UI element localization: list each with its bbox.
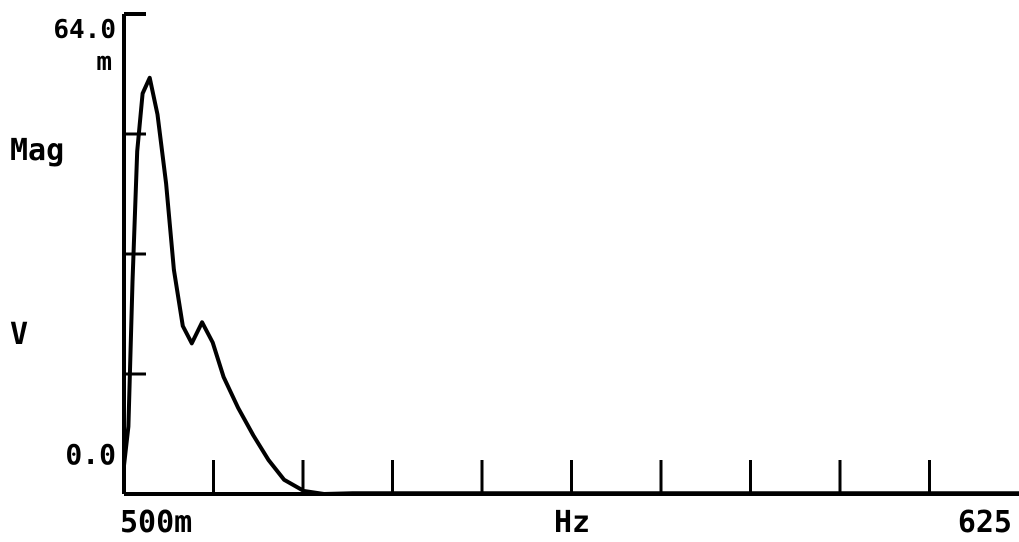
- axes: [122, 12, 1019, 496]
- y-min-label: 0.0: [65, 438, 116, 471]
- series-line: [122, 75, 1019, 496]
- x-unit-label: Hz: [554, 505, 590, 540]
- x-ticks: [212, 460, 931, 494]
- y-max-label: 64.0: [53, 15, 116, 45]
- x-start-label: 500m: [120, 505, 192, 540]
- x-end-label: 625: [958, 505, 1012, 540]
- y-axis-unit: V: [10, 317, 28, 352]
- y-max-unit-prefix: m: [96, 47, 112, 77]
- y-axis-title: Mag: [10, 133, 64, 168]
